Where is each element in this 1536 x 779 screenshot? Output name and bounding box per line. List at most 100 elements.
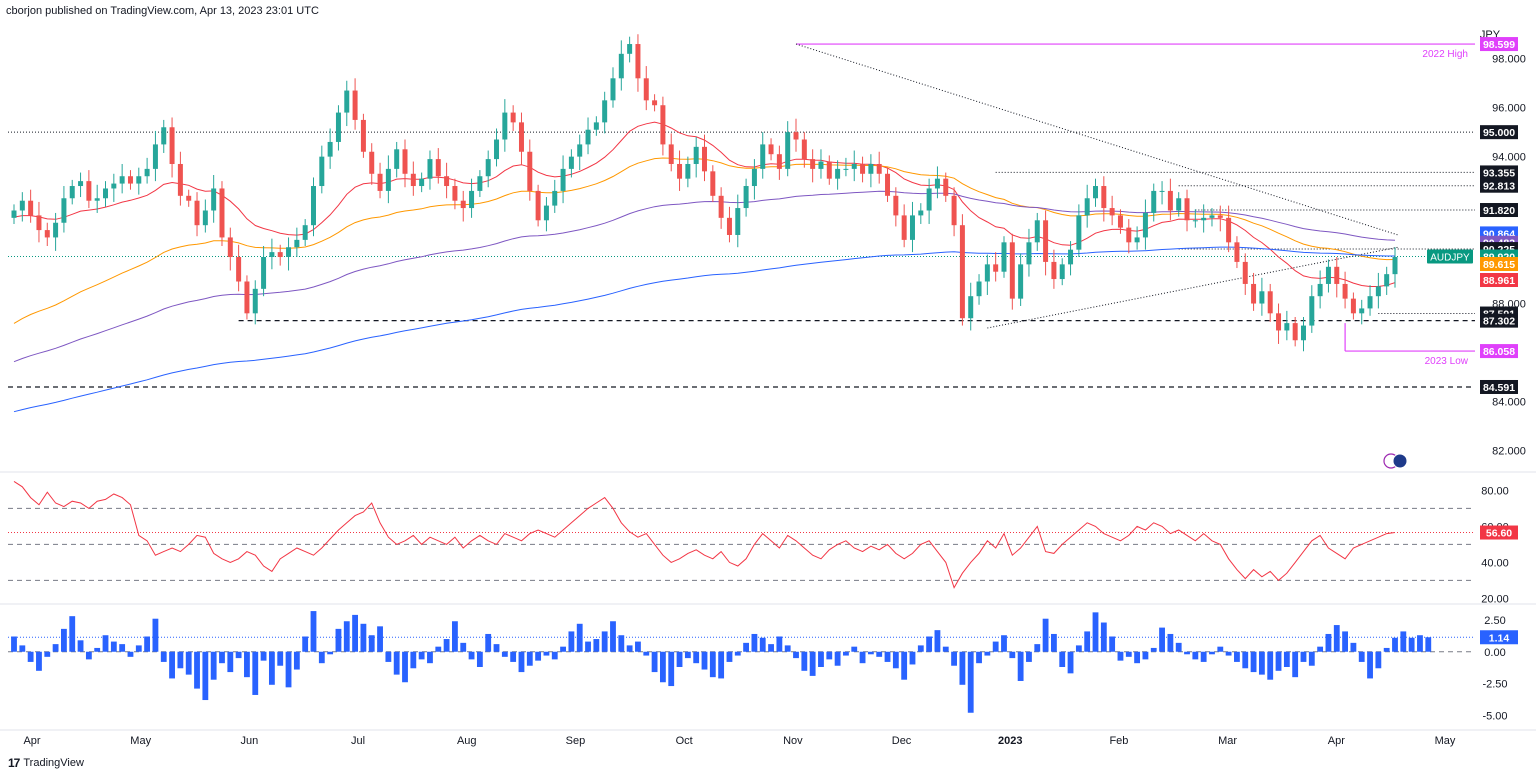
- roc-bar: [202, 651, 209, 701]
- roc-bar: [1059, 651, 1066, 667]
- roc-bar: [177, 651, 184, 669]
- candle-body: [618, 53, 624, 79]
- candle-body: [726, 217, 732, 235]
- candle-body: [693, 146, 699, 164]
- roc-bar: [1408, 637, 1415, 652]
- candle-body: [352, 90, 358, 120]
- roc-bar: [1167, 633, 1174, 652]
- roc-bar: [568, 631, 575, 652]
- candle-body: [69, 186, 75, 199]
- roc-bar: [194, 651, 200, 689]
- rsi-last-label: [1480, 525, 1518, 540]
- roc-bar: [77, 640, 84, 652]
- price-axis-label-text: 95.000: [1483, 127, 1515, 139]
- roc-bar: [285, 651, 292, 688]
- roc-bar: [1150, 647, 1157, 652]
- roc-bar: [1159, 627, 1165, 652]
- roc-last-label: [1480, 630, 1518, 645]
- roc-bar: [701, 651, 708, 670]
- candle-body: [1134, 237, 1140, 243]
- candle-body: [959, 225, 965, 319]
- roc-bar: [1109, 636, 1116, 652]
- roc-bar: [843, 651, 849, 656]
- candle-body: [627, 44, 633, 54]
- roc-bar: [510, 651, 517, 662]
- tradingview-footer[interactable]: 17 TradingView: [8, 756, 84, 770]
- roc-bar: [551, 651, 558, 660]
- roc-bar: [227, 651, 234, 673]
- roc-bar: [1200, 651, 1207, 662]
- candle-body: [327, 141, 333, 157]
- roc-bar: [160, 651, 167, 662]
- trendline-down: [795, 43, 1399, 236]
- candle-body: [86, 181, 92, 201]
- candle-body: [1309, 296, 1315, 326]
- candle-body: [577, 144, 583, 157]
- roc-bar: [1001, 635, 1007, 652]
- candle-body: [1009, 242, 1015, 299]
- candle-body: [1209, 215, 1215, 218]
- roc-bar: [626, 645, 633, 652]
- price-tick-label: 82.000: [1492, 445, 1526, 457]
- x-tick-label: Nov: [783, 735, 803, 747]
- roc-bar: [1317, 646, 1324, 652]
- candle-body: [543, 205, 549, 221]
- symbol-badge-text: AUDJPY: [1430, 253, 1470, 264]
- candle-body: [677, 163, 683, 179]
- roc-bar: [468, 651, 475, 660]
- rsi-tick-label: 80.00: [1481, 485, 1509, 497]
- symbol-badge: [1427, 249, 1473, 264]
- candle-body: [1367, 296, 1373, 309]
- candle-body: [743, 186, 749, 209]
- candle-body: [19, 200, 25, 211]
- candle-body: [1142, 212, 1148, 238]
- roc-bar: [1400, 631, 1407, 652]
- roc-tick-label: 2.50: [1484, 615, 1505, 627]
- rsi-line: [13, 480, 1396, 589]
- candle-body: [1018, 264, 1024, 299]
- rsi-tick-label: 20.00: [1481, 593, 1509, 605]
- roc-bar: [1125, 651, 1132, 657]
- candle-body: [1176, 198, 1182, 211]
- candle-body: [252, 288, 258, 314]
- price-axis-label: [1480, 178, 1518, 193]
- tradingview-brand: TradingView: [23, 757, 84, 769]
- roc-bar: [934, 630, 941, 652]
- roc-bar: [52, 644, 59, 652]
- candle-body: [1217, 215, 1223, 218]
- roc-bar: [443, 639, 450, 652]
- candle-body: [360, 119, 366, 152]
- candle-body: [1334, 266, 1340, 284]
- roc-bar: [277, 651, 284, 666]
- roc-bar: [327, 651, 334, 655]
- roc-bar: [768, 644, 774, 652]
- candle-body: [510, 112, 516, 123]
- candle-body: [1317, 283, 1323, 297]
- candle-body: [294, 239, 300, 248]
- roc-bar: [967, 651, 974, 713]
- roc-bar: [992, 641, 999, 652]
- candle-body: [893, 195, 899, 216]
- roc-bar: [85, 651, 92, 660]
- roc-bar: [818, 651, 824, 667]
- roc-bar: [36, 651, 42, 671]
- roc-bar: [917, 645, 924, 652]
- roc-bar: [926, 636, 933, 652]
- roc-bar: [601, 631, 608, 652]
- candle-body: [1059, 264, 1065, 280]
- candle-body: [44, 230, 50, 238]
- roc-bar: [252, 651, 259, 695]
- roc-bar: [19, 645, 26, 652]
- candle-body: [485, 159, 491, 177]
- price-axis-label: [1480, 203, 1518, 218]
- ema100-line: [13, 190, 1396, 363]
- price-axis-label: [1480, 379, 1518, 394]
- candle-body: [1300, 325, 1306, 341]
- candle-body: [1342, 283, 1348, 299]
- roc-bar: [676, 651, 683, 667]
- roc-bar: [518, 651, 525, 673]
- roc-bar: [418, 651, 425, 660]
- candle-body: [310, 186, 316, 226]
- roc-bar: [1009, 651, 1016, 659]
